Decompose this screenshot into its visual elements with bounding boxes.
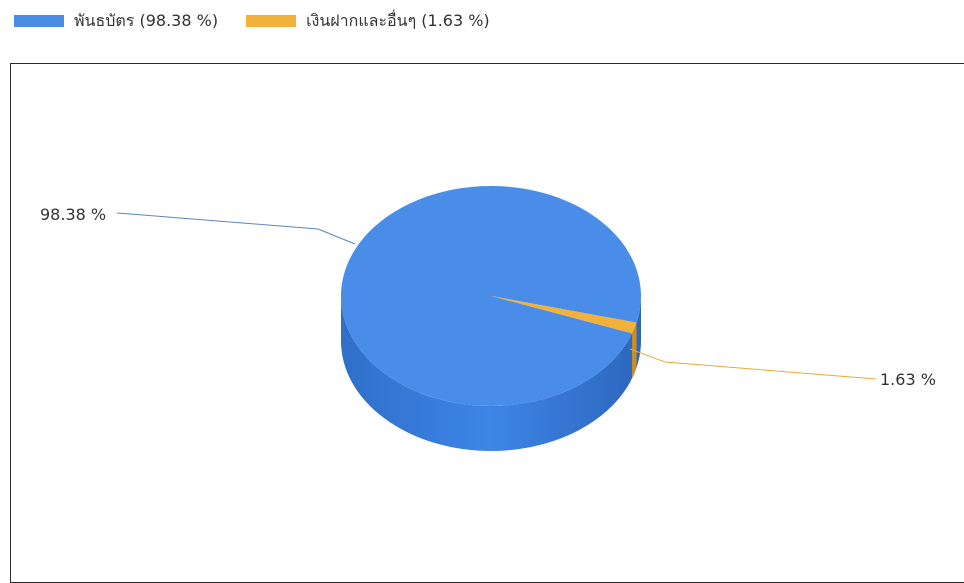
data-label-deposits: 1.63 % (880, 370, 936, 389)
leader-line-bonds (116, 212, 319, 230)
legend-label-deposits: เงินฝากและอื่นๆ (1.63 %) (306, 10, 490, 30)
legend-item-bonds: พันธบัตร (98.38 %) (14, 9, 218, 34)
pie-slice-bonds (341, 185, 642, 406)
pie-chart: 98.38 % 1.63 % (40, 185, 936, 451)
legend-label-bonds: พันธบัตร (98.38 %) (74, 10, 219, 30)
leader-line-bonds-2 (317, 228, 356, 245)
chart-legend: พันธบัตร (98.38 %) เงินฝากและอื่นๆ (1.63… (14, 10, 518, 32)
pie-slice-deposits (491, 296, 637, 334)
legend-swatch-deposits (246, 15, 297, 27)
pie-side-bonds (341, 296, 641, 451)
data-label-bonds: 98.38 % (40, 205, 106, 224)
leader-line-deposits (629, 348, 877, 380)
legend-item-deposits: เงินฝากและอื่นๆ (1.63 %) (246, 9, 490, 34)
legend-swatch-bonds (14, 15, 64, 27)
